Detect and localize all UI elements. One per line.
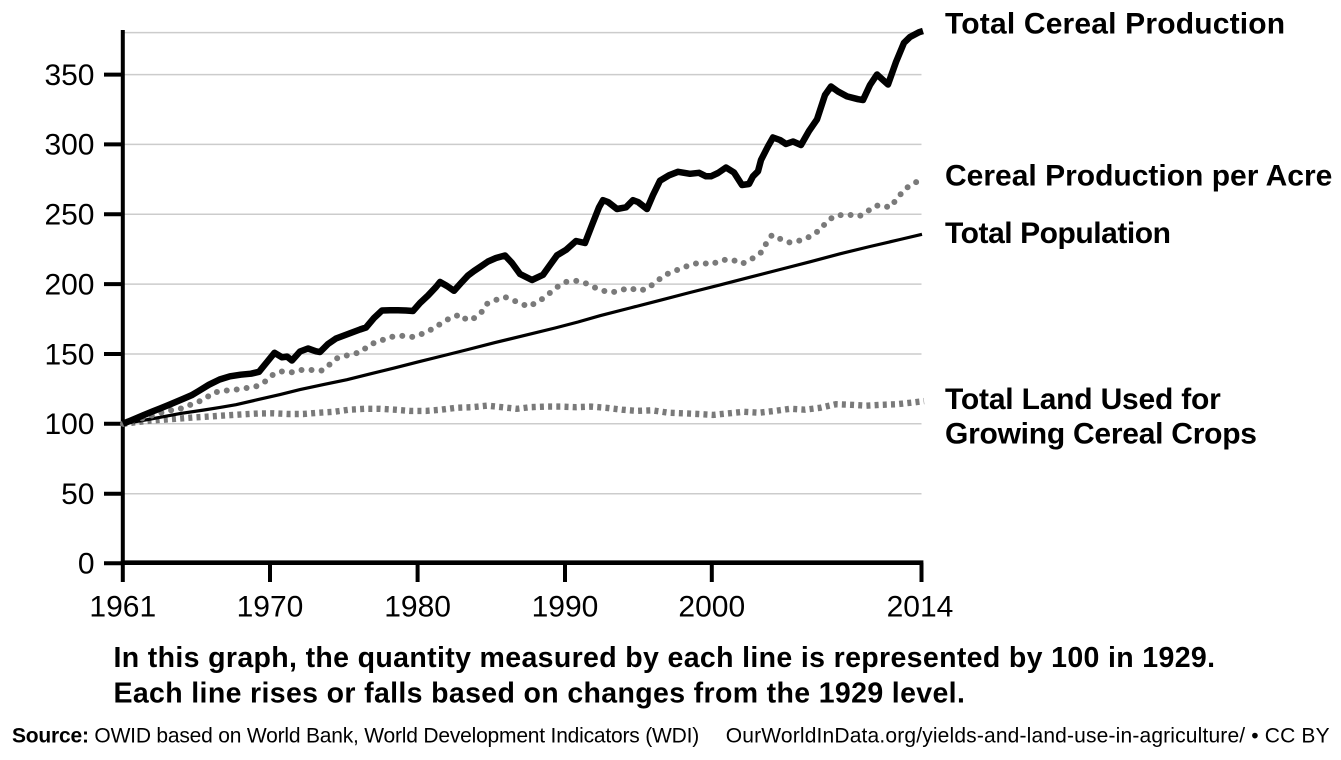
- svg-text:Total Population: Total Population: [945, 217, 1171, 250]
- svg-text:Total Cereal Production: Total Cereal Production: [945, 8, 1285, 41]
- svg-text:0: 0: [78, 548, 95, 581]
- svg-text:Source: OWID based on World Ba: Source: OWID based on World Bank, World …: [12, 725, 699, 748]
- svg-text:150: 150: [44, 338, 94, 371]
- svg-text:2014: 2014: [887, 591, 954, 624]
- svg-text:In this graph, the quantity me: In this graph, the quantity measured by …: [114, 642, 1216, 674]
- svg-text:Total Land Used for: Total Land Used for: [945, 383, 1221, 416]
- svg-text:1970: 1970: [237, 591, 304, 624]
- svg-text:2000: 2000: [678, 591, 745, 624]
- svg-text:100: 100: [44, 408, 94, 441]
- svg-text:1990: 1990: [532, 591, 599, 624]
- svg-text:Cereal Production per Acre: Cereal Production per Acre: [945, 160, 1332, 193]
- svg-text:350: 350: [44, 59, 94, 92]
- svg-text:Growing Cereal Crops: Growing Cereal Crops: [945, 417, 1257, 450]
- svg-text:1961: 1961: [89, 591, 156, 624]
- svg-text:Each line rises or falls based: Each line rises or falls based on change…: [114, 678, 966, 710]
- svg-text:1980: 1980: [384, 591, 451, 624]
- svg-text:300: 300: [44, 129, 94, 162]
- svg-text:250: 250: [44, 199, 94, 232]
- svg-text:OurWorldInData.org/yields-and-: OurWorldInData.org/yields-and-land-use-i…: [726, 725, 1330, 748]
- svg-text:200: 200: [44, 268, 94, 301]
- svg-text:50: 50: [61, 478, 94, 511]
